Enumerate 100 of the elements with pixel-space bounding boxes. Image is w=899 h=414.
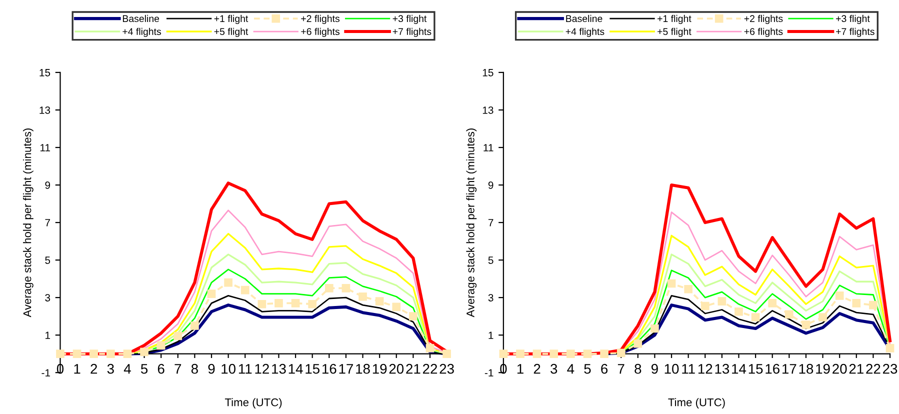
x-tick-label: 7 <box>618 364 624 374</box>
x-tick-label: 21 <box>849 364 864 374</box>
point <box>869 300 878 310</box>
x-axis-title: Time (UTC) <box>224 398 282 408</box>
point <box>650 324 659 333</box>
point <box>532 350 542 358</box>
x-tick-label: 17 <box>782 364 796 374</box>
x-tick-label: 19 <box>372 364 387 374</box>
point <box>566 350 575 358</box>
x-tick-label: 12 <box>698 364 712 374</box>
x-tick-label: 5 <box>584 364 591 374</box>
point <box>358 292 367 301</box>
point <box>442 350 451 358</box>
point <box>56 350 64 358</box>
x-tick-label: 9 <box>208 364 215 374</box>
point <box>852 299 861 308</box>
y-tick-label: 11 <box>40 144 50 152</box>
legend-label: +6 flights <box>301 28 340 37</box>
point <box>240 286 250 294</box>
x-tick-label: 2 <box>90 364 98 374</box>
y-tick-label: 11 <box>484 144 494 152</box>
y-tick-label: 15 <box>40 69 50 76</box>
y-tick-label: -1 <box>42 369 50 376</box>
x-tick-label: 20 <box>389 364 404 374</box>
legend-label: +4 flights <box>122 28 161 37</box>
x-tick-label: 4 <box>567 364 574 374</box>
point <box>207 290 216 298</box>
point <box>375 297 384 306</box>
legend-label: +1 flight <box>658 14 692 24</box>
x-tick-label: 15 <box>748 364 763 374</box>
point <box>224 278 232 287</box>
x-tick-label: 18 <box>799 364 814 374</box>
point <box>751 313 760 322</box>
point <box>392 302 401 312</box>
y-tick-label: 7 <box>488 219 494 226</box>
x-tick-label: 20 <box>832 364 847 374</box>
x-tick-label: 23 <box>440 364 454 374</box>
x-tick-label: 1 <box>74 364 80 374</box>
y-tick-label: 5 <box>45 256 50 264</box>
legend-label: +7 flights <box>836 28 874 37</box>
point <box>634 339 642 348</box>
point <box>835 292 844 300</box>
point <box>886 344 894 352</box>
point <box>550 350 558 358</box>
y-axis-title: Average stack hold per flight (minutes) <box>466 128 477 318</box>
x-tick-label: 13 <box>715 364 730 374</box>
point <box>291 299 300 308</box>
legend-label: +2 flights <box>744 14 783 24</box>
x-tick-label: 3 <box>107 364 114 374</box>
y-axis-title: Average stack hold per flight (minutes) <box>23 128 34 318</box>
x-tick-label: 17 <box>339 364 353 374</box>
legend-label: +7 flights <box>392 28 432 37</box>
point <box>324 284 334 292</box>
point <box>72 350 82 358</box>
point <box>90 350 98 358</box>
legend-label: +3 flight <box>836 14 870 24</box>
x-tick-label: 11 <box>238 364 252 374</box>
x-tick-label: 23 <box>882 364 898 374</box>
legend-label: +2 flights <box>301 14 340 24</box>
y-tick-label: 9 <box>488 182 494 189</box>
x-tick-label: 14 <box>732 364 746 374</box>
x-tick-label: 22 <box>866 364 880 374</box>
legend-label: +5 flight <box>658 28 692 37</box>
y-tick-label: 1 <box>46 332 50 339</box>
x-tick-label: 3 <box>550 364 558 374</box>
x-tick-label: 7 <box>174 364 182 374</box>
point <box>174 332 182 340</box>
y-tick-label: 3 <box>45 294 50 302</box>
legend-label: +5 flight <box>214 28 248 37</box>
legend-label: Baseline <box>566 14 602 22</box>
point <box>258 300 266 308</box>
point <box>409 312 418 320</box>
y-tick-label: 9 <box>45 182 50 189</box>
point <box>342 284 350 292</box>
point <box>426 344 434 352</box>
point <box>802 320 810 329</box>
y-tick-label: 15 <box>482 69 494 76</box>
x-tick-label: 4 <box>124 364 131 374</box>
x-tick-label: 15 <box>306 364 320 374</box>
legend-label: Baseline <box>122 14 160 22</box>
x-tick-label: 8 <box>634 364 642 374</box>
point <box>785 310 794 319</box>
point <box>734 307 743 316</box>
x-tick-label: 16 <box>322 364 336 374</box>
x-tick-label: 6 <box>158 364 164 374</box>
x-tick-label: 10 <box>664 364 679 374</box>
legend-label: +4 flights <box>566 28 604 37</box>
point <box>818 313 827 322</box>
x-tick-label: 22 <box>422 364 438 374</box>
x-axis-title: Time (UTC) <box>668 398 725 408</box>
point <box>616 348 626 358</box>
point <box>499 350 508 358</box>
point <box>768 299 777 308</box>
x-tick-label: 19 <box>816 364 830 374</box>
x-tick-label: 2 <box>534 364 540 374</box>
y-tick-label: 7 <box>45 219 50 226</box>
legend-label: +3 flight <box>392 14 427 24</box>
point <box>190 322 199 330</box>
y-tick-label: 1 <box>488 332 494 339</box>
y-tick-label: 13 <box>40 106 50 114</box>
